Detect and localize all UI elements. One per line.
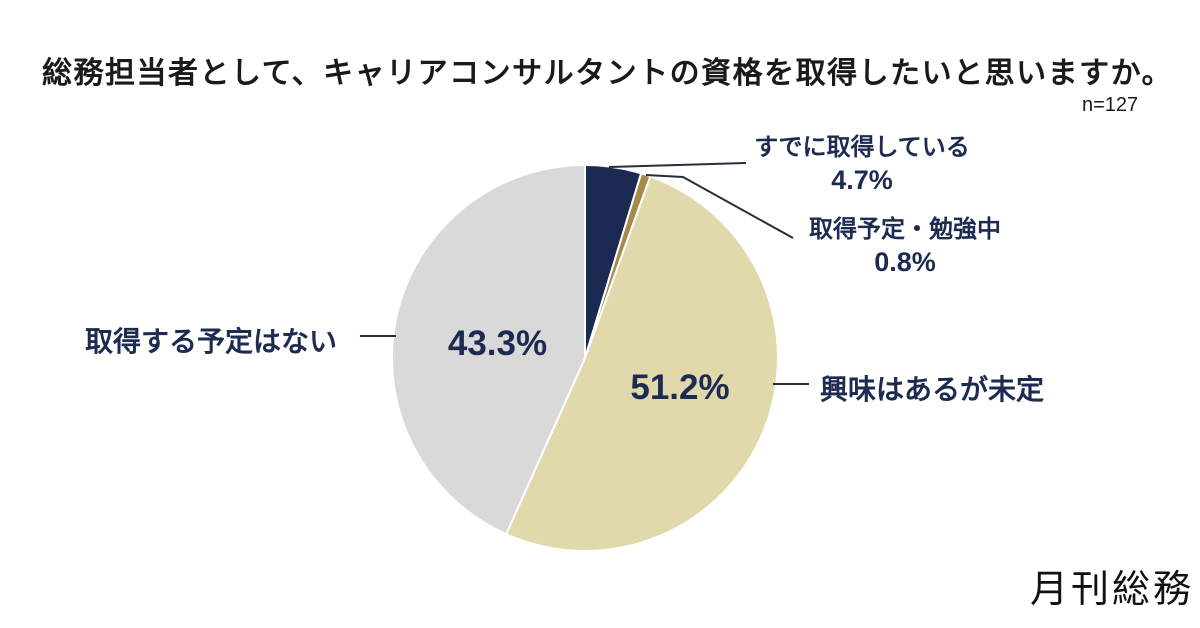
callout-planning-value: 0.8% [874,247,936,277]
pie-value-interested: 51.2% [630,368,730,407]
pie-slices [391,163,779,552]
leader-lines [360,162,809,385]
pie-slice-2 [504,175,779,552]
brand-logo: 月刊総務 [1030,569,1195,611]
callout-already-label: すでに取得している [754,134,970,161]
label-none: 取得する予定はない [85,326,338,357]
sample-size-label: n=127 [1082,94,1139,116]
callout-already-value: 4.7% [831,165,893,195]
pie-slice-3 [391,163,586,536]
leader-line-planning [645,174,794,239]
leader-line-already [608,162,747,168]
callout-planning: 取得予定・勉強中 0.8% [785,214,1025,278]
label-interested: 興味はあるが未定 [820,374,1045,405]
callout-already: すでに取得している 4.7% [740,132,984,196]
callout-planning-label: 取得予定・勉強中 [809,216,1001,243]
pie-value-none: 43.3% [447,324,548,363]
chart-title: 総務担当者として、キャリアコンサルタントの資格を取得したいと思いますか。 [42,57,1173,90]
